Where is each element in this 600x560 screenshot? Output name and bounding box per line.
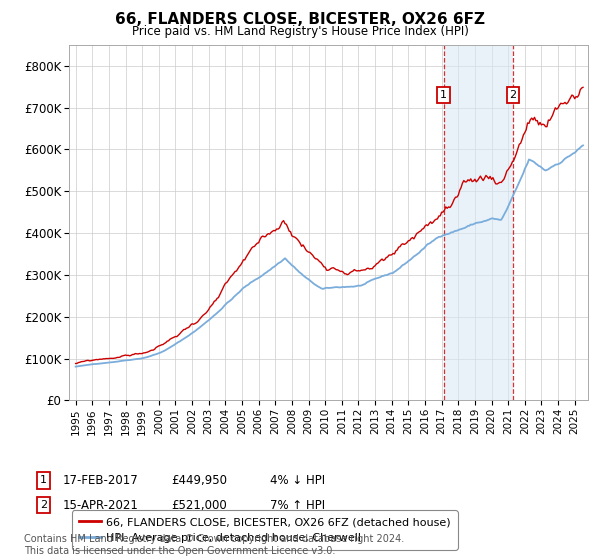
Text: £521,000: £521,000: [171, 498, 227, 512]
Text: Price paid vs. HM Land Registry's House Price Index (HPI): Price paid vs. HM Land Registry's House …: [131, 25, 469, 38]
Text: 4% ↓ HPI: 4% ↓ HPI: [270, 474, 325, 487]
Bar: [443, 45, 513, 400]
Legend: 66, FLANDERS CLOSE, BICESTER, OX26 6FZ (detached house), HPI: Average price, det: 66, FLANDERS CLOSE, BICESTER, OX26 6FZ (…: [72, 510, 458, 549]
Text: £449,950: £449,950: [171, 474, 227, 487]
Text: 15-APR-2021: 15-APR-2021: [63, 498, 139, 512]
Text: Contains HM Land Registry data © Crown copyright and database right 2024.
This d: Contains HM Land Registry data © Crown c…: [24, 534, 404, 556]
Text: 1: 1: [440, 90, 447, 100]
Text: 1: 1: [40, 475, 47, 486]
Text: 66, FLANDERS CLOSE, BICESTER, OX26 6FZ: 66, FLANDERS CLOSE, BICESTER, OX26 6FZ: [115, 12, 485, 27]
Text: 2: 2: [40, 500, 47, 510]
Text: 17-FEB-2017: 17-FEB-2017: [63, 474, 139, 487]
Text: 7% ↑ HPI: 7% ↑ HPI: [270, 498, 325, 512]
Text: 2: 2: [509, 90, 517, 100]
